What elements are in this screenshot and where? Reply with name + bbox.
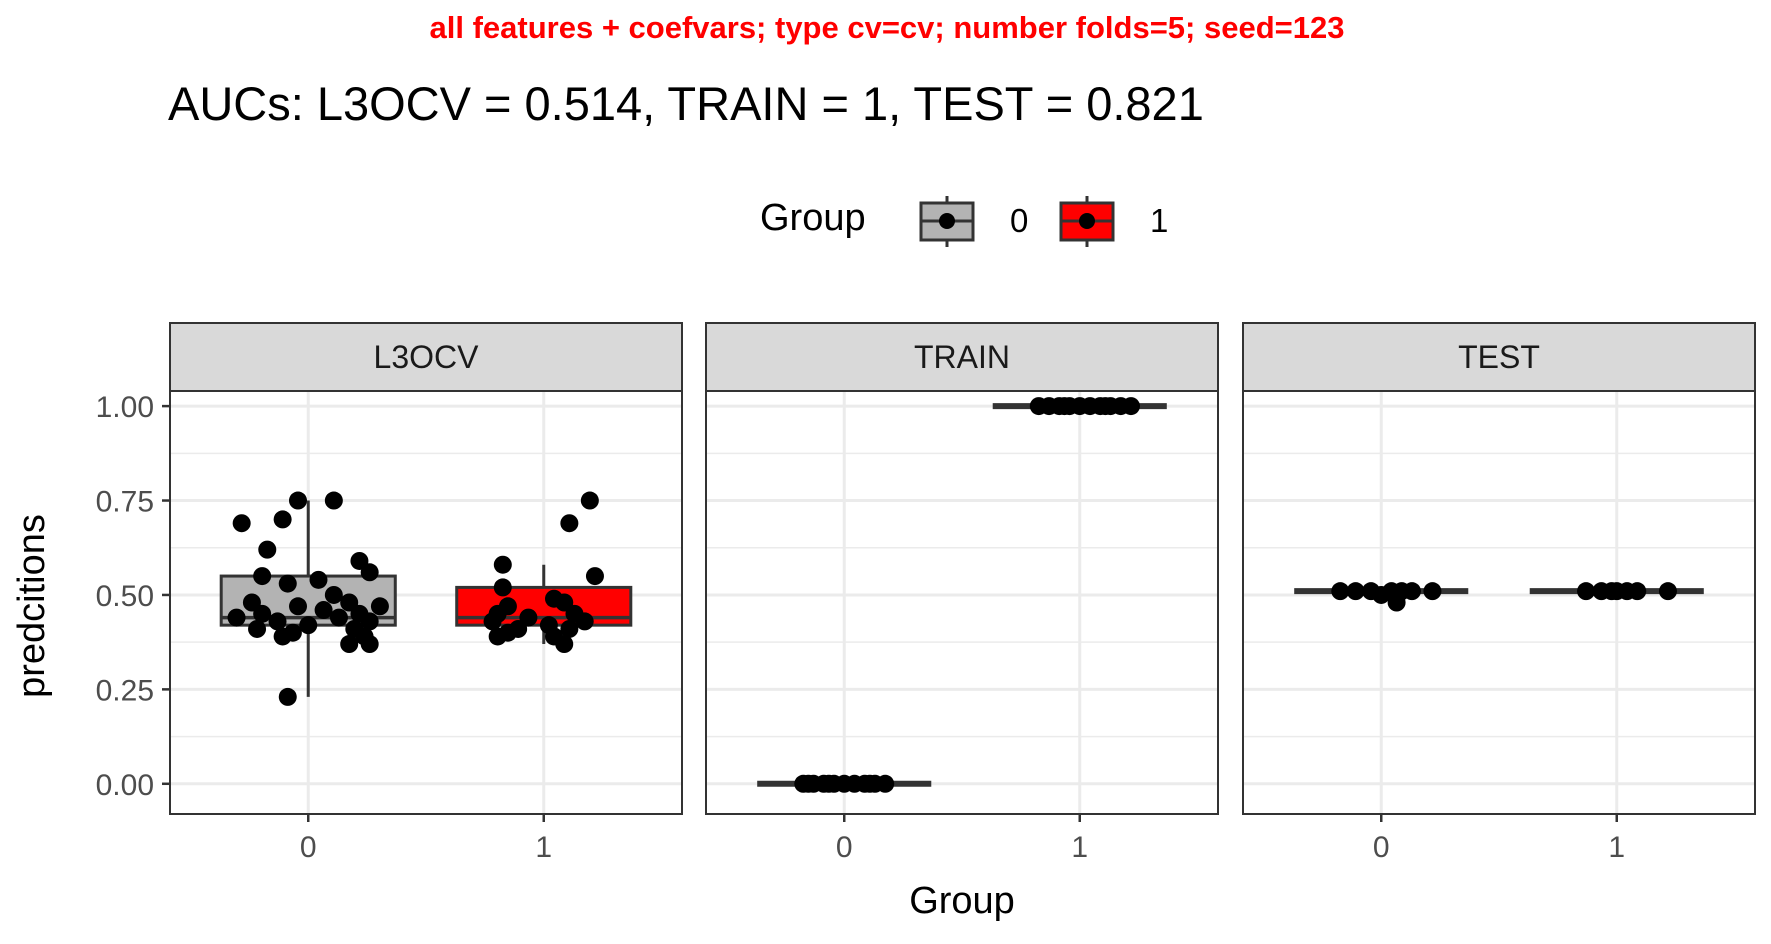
data-point	[860, 774, 879, 793]
data-point	[1402, 582, 1421, 601]
y-axis: 0.00 0.25 0.50 0.75 1.00	[96, 391, 170, 802]
data-point	[488, 627, 507, 646]
legend: Group 0 1	[760, 196, 1168, 247]
legend-label-1: 1	[1150, 202, 1168, 239]
y-tick-label: 0.25	[96, 674, 154, 707]
data-point	[493, 555, 512, 574]
x-tick-label: 1	[535, 831, 552, 864]
x-axis-title: Group	[909, 880, 1015, 922]
data-point	[575, 612, 594, 631]
data-point	[340, 635, 359, 654]
box-group-1	[992, 397, 1167, 416]
data-point	[1577, 582, 1596, 601]
panel-border	[705, 390, 1219, 815]
data-point	[1121, 397, 1140, 416]
data-point	[258, 540, 277, 559]
data-point	[819, 774, 838, 793]
legend-key-1	[1059, 196, 1115, 247]
box-group-0	[757, 774, 932, 793]
x-tick-label: 0	[836, 831, 853, 864]
panel-train: TRAIN 0 1	[705, 322, 1219, 864]
data-point	[799, 774, 818, 793]
y-tick-label: 1.00	[96, 391, 154, 424]
panel-l3ocv: L3OCV 0 1	[169, 322, 683, 864]
data-point	[273, 627, 292, 646]
facet-strip-label: TRAIN	[914, 339, 1010, 375]
facet-panels: 0.00 0.25 0.50 0.75 1.00 L3OCV 0 1 TRAIN 0 1 TEST 0 1	[96, 322, 1756, 864]
data-point	[314, 601, 333, 620]
data-point	[1387, 593, 1406, 612]
data-point	[483, 612, 502, 631]
box-group-0	[219, 491, 397, 706]
data-point	[1658, 582, 1677, 601]
data-point	[1423, 582, 1442, 601]
data-point	[278, 687, 297, 706]
data-point	[1628, 582, 1647, 601]
data-point	[273, 510, 292, 529]
y-tick-label: 0.50	[96, 580, 154, 613]
chart-subtitle: all features + coefvars; type cv=cv; num…	[430, 10, 1345, 45]
x-tick-label: 0	[1373, 831, 1390, 864]
data-point	[493, 578, 512, 597]
data-point	[268, 612, 287, 631]
facet-strip-label: TEST	[1458, 339, 1540, 375]
data-point	[253, 567, 272, 586]
facet-strip	[705, 322, 1219, 392]
box-group-0	[1294, 582, 1469, 612]
data-point	[232, 514, 251, 533]
data-point	[370, 597, 389, 616]
data-point	[360, 563, 379, 582]
box-group-1	[1529, 582, 1704, 601]
panel-border	[169, 390, 683, 815]
y-tick-label: 0.75	[96, 486, 154, 519]
data-point	[309, 570, 328, 589]
data-point	[329, 608, 348, 627]
data-point	[560, 619, 579, 638]
facet-strip	[1242, 322, 1756, 392]
data-point	[324, 585, 343, 604]
data-point	[585, 567, 604, 586]
data-point	[248, 619, 267, 638]
data-point	[360, 612, 379, 631]
box-group-1	[455, 491, 633, 654]
y-axis-title: predcitions	[11, 514, 53, 698]
y-tick-label: 0.00	[96, 769, 154, 802]
data-point	[1331, 582, 1350, 601]
grid	[170, 391, 682, 814]
facet-strip-label: L3OCV	[374, 339, 480, 375]
data-point	[289, 597, 307, 616]
data-point	[1372, 585, 1391, 604]
data-point	[360, 635, 379, 654]
data-point	[1055, 397, 1074, 416]
chart-title: AUCs: L3OCV = 0.514, TRAIN = 1, TEST = 0…	[168, 77, 1204, 130]
data-point	[253, 604, 272, 623]
legend-label-0: 0	[1010, 202, 1028, 239]
x-tick-label: 0	[300, 831, 317, 864]
panel-test: TEST 0 1	[1242, 322, 1756, 864]
grid	[1243, 391, 1755, 814]
data-point	[876, 774, 895, 793]
x-tick-label: 1	[1071, 831, 1088, 864]
data-point	[299, 616, 318, 635]
panel-border	[1242, 390, 1756, 815]
grid	[706, 391, 1218, 814]
data-point	[289, 491, 307, 510]
data-point	[278, 574, 297, 593]
legend-key-0	[919, 196, 975, 247]
data-point	[1346, 582, 1365, 601]
data-point	[555, 635, 574, 654]
x-tick-label: 1	[1608, 831, 1625, 864]
data-point	[227, 608, 246, 627]
legend-title: Group	[760, 197, 866, 239]
data-point	[560, 514, 579, 533]
data-point	[580, 491, 599, 510]
data-point	[1096, 397, 1115, 416]
data-point	[324, 491, 343, 510]
